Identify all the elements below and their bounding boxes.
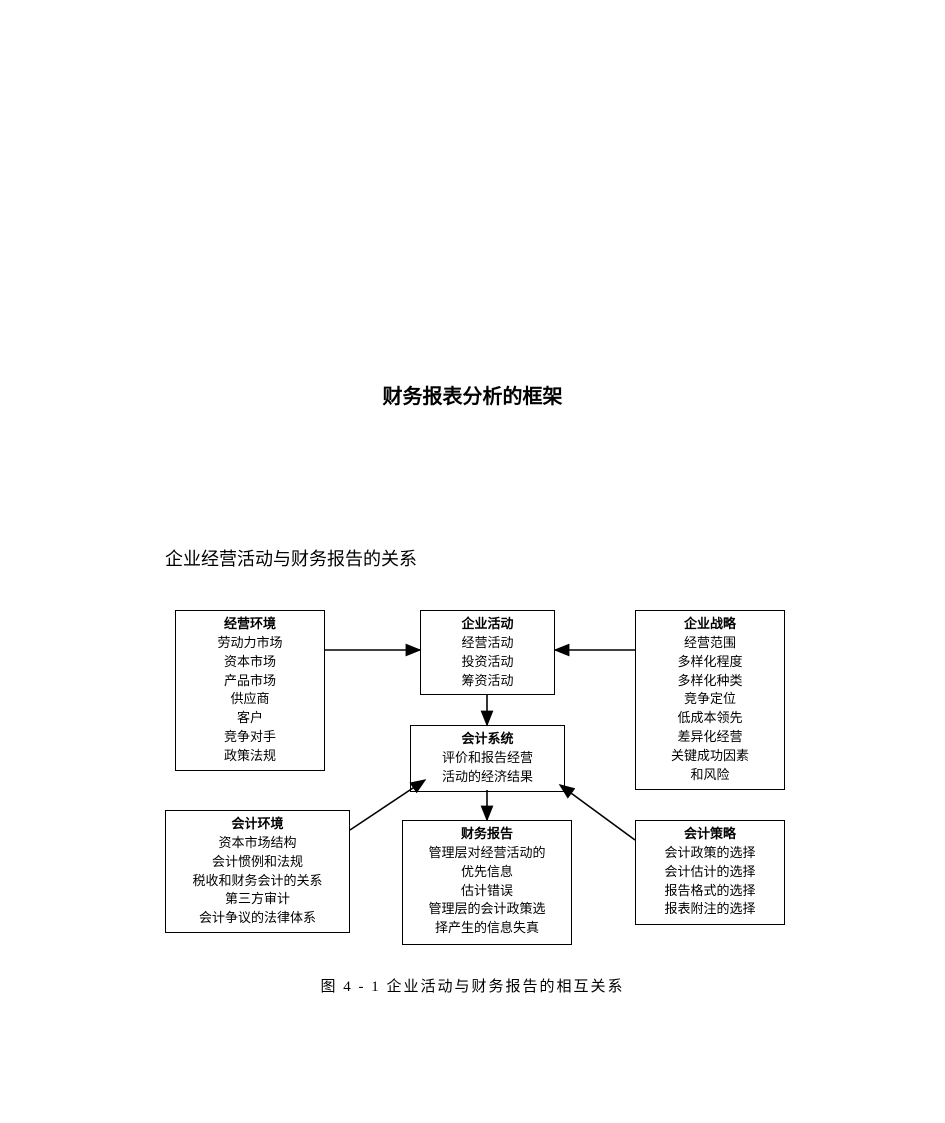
node-item: 政策法规 <box>182 747 318 766</box>
node-item: 经营活动 <box>427 634 548 653</box>
subtitle: 企业经营活动与财务报告的关系 <box>165 545 417 571</box>
node-fin-report: 财务报告 管理层对经营活动的 优先信息 估计错误 管理层的会计政策选 择产生的信… <box>402 820 572 945</box>
node-title: 财务报告 <box>409 825 565 844</box>
node-item: 优先信息 <box>409 863 565 882</box>
node-item: 会计估计的选择 <box>642 863 778 882</box>
node-item: 竞争对手 <box>182 728 318 747</box>
node-biz-env: 经营环境 劳动力市场 资本市场 产品市场 供应商 客户 竞争对手 政策法规 <box>175 610 325 771</box>
node-item: 第三方审计 <box>172 890 343 909</box>
node-item: 资本市场结构 <box>172 834 343 853</box>
node-title: 会计系统 <box>417 730 558 749</box>
node-item: 低成本领先 <box>642 709 778 728</box>
node-item: 资本市场 <box>182 653 318 672</box>
node-item: 评价和报告经营 <box>417 749 558 768</box>
node-acct-env: 会计环境 资本市场结构 会计惯例和法规 税收和财务会计的关系 第三方审计 会计争… <box>165 810 350 933</box>
node-activities: 企业活动 经营活动 投资活动 筹资活动 <box>420 610 555 695</box>
figure-caption: 图 4 - 1 企业活动与财务报告的相互关系 <box>0 975 945 996</box>
node-title: 会计环境 <box>172 815 343 834</box>
node-item: 活动的经济结果 <box>417 768 558 787</box>
node-item: 税收和财务会计的关系 <box>172 872 343 891</box>
node-item: 管理层对经营活动的 <box>409 844 565 863</box>
node-item: 供应商 <box>182 690 318 709</box>
node-item: 和风险 <box>642 766 778 785</box>
node-item: 客户 <box>182 709 318 728</box>
node-item: 投资活动 <box>427 653 548 672</box>
node-item: 会计政策的选择 <box>642 844 778 863</box>
node-strategy: 企业战略 经营范围 多样化程度 多样化种类 竞争定位 低成本领先 差异化经营 关… <box>635 610 785 790</box>
node-item: 关键成功因素 <box>642 747 778 766</box>
node-acct-sys: 会计系统 评价和报告经营 活动的经济结果 <box>410 725 565 792</box>
node-item: 多样化种类 <box>642 672 778 691</box>
node-title: 企业活动 <box>427 615 548 634</box>
node-title: 企业战略 <box>642 615 778 634</box>
node-item: 多样化程度 <box>642 653 778 672</box>
diagram-container: 经营环境 劳动力市场 资本市场 产品市场 供应商 客户 竞争对手 政策法规 企业… <box>165 605 795 975</box>
node-item: 产品市场 <box>182 672 318 691</box>
node-item: 差异化经营 <box>642 728 778 747</box>
node-item: 估计错误 <box>409 882 565 901</box>
node-acct-policy: 会计策略 会计政策的选择 会计估计的选择 报告格式的选择 报表附注的选择 <box>635 820 785 925</box>
node-item: 会计惯例和法规 <box>172 853 343 872</box>
node-item: 经营范围 <box>642 634 778 653</box>
node-item: 劳动力市场 <box>182 634 318 653</box>
node-item: 报表附注的选择 <box>642 900 778 919</box>
page-title: 财务报表分析的框架 <box>0 380 945 409</box>
node-item: 管理层的会计政策选 <box>409 900 565 919</box>
node-item: 会计争议的法律体系 <box>172 909 343 928</box>
node-item: 竞争定位 <box>642 690 778 709</box>
node-item: 筹资活动 <box>427 672 548 691</box>
node-title: 会计策略 <box>642 825 778 844</box>
node-item: 报告格式的选择 <box>642 882 778 901</box>
node-title: 经营环境 <box>182 615 318 634</box>
node-item: 择产生的信息失真 <box>409 919 565 938</box>
